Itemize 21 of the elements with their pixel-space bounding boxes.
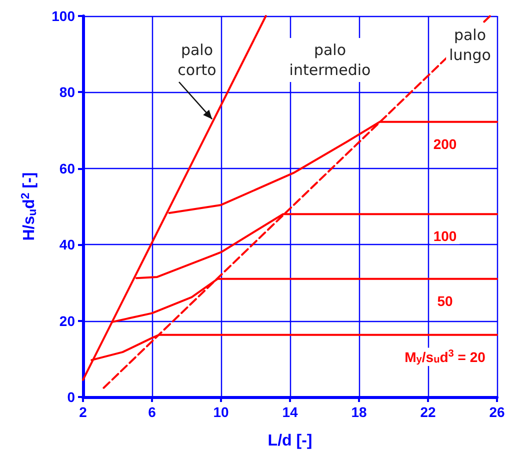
y-axis-title: H/sud2 [-] bbox=[20, 172, 39, 241]
y-tick-label: 60 bbox=[59, 160, 76, 176]
annotation: palo intermedio bbox=[289, 41, 371, 79]
x-tick-label: 14 bbox=[282, 404, 298, 420]
x-tick-label: 6 bbox=[148, 404, 156, 420]
x-tick-label: 26 bbox=[489, 404, 505, 420]
series-label: 100 bbox=[433, 228, 457, 244]
x-tick-label: 10 bbox=[213, 404, 229, 420]
series-label: 200 bbox=[433, 136, 457, 152]
y-tick-label: 20 bbox=[59, 312, 76, 329]
y-tick-label: 100 bbox=[52, 8, 76, 24]
x-tick-label: 2 bbox=[79, 404, 88, 420]
annotation: palo corto bbox=[178, 41, 216, 79]
annotation: palo lungo bbox=[449, 26, 491, 64]
x-tick-label: 18 bbox=[351, 404, 367, 420]
y-tick-label: 0 bbox=[67, 389, 76, 405]
y-tick-label: 40 bbox=[59, 236, 76, 253]
y-tick-label: 80 bbox=[59, 84, 76, 100]
x-tick-label: 22 bbox=[420, 404, 436, 420]
series-label: 50 bbox=[437, 292, 453, 309]
x-axis-title: L/d [-] bbox=[268, 432, 312, 450]
